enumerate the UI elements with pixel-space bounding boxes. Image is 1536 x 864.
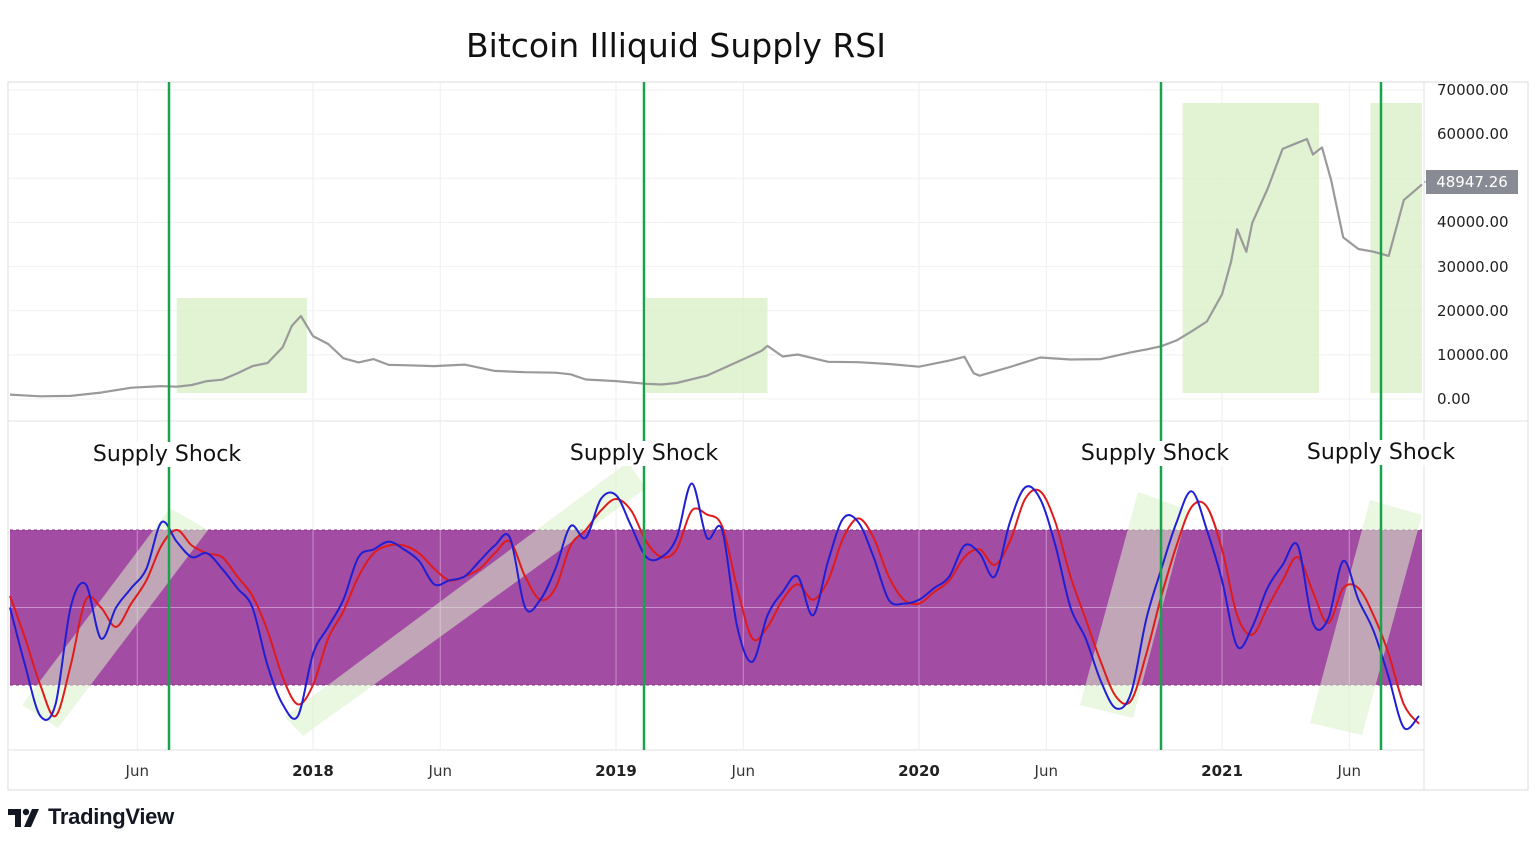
time-tick-label: 2019 bbox=[595, 762, 637, 780]
price-tick-label: 10000.00 bbox=[1437, 345, 1509, 364]
tradingview-logo[interactable]: TradingView bbox=[8, 803, 174, 831]
time-tick-label: 2018 bbox=[292, 762, 334, 780]
price-tick-label: 40000.00 bbox=[1437, 213, 1509, 232]
rsi-slow-line bbox=[9, 488, 1420, 725]
trend-highlight bbox=[1310, 500, 1422, 735]
time-tick-label: Jun bbox=[125, 762, 149, 780]
rsi-fast-line bbox=[9, 482, 1420, 731]
time-tick-label: Jun bbox=[1034, 762, 1058, 780]
time-tick-label: 2020 bbox=[898, 762, 940, 780]
supply-shock-label: Supply Shock bbox=[1304, 440, 1458, 465]
highlight-region bbox=[1370, 103, 1422, 393]
price-tick-label: 30000.00 bbox=[1437, 257, 1509, 276]
trend-highlight bbox=[285, 462, 646, 736]
supply-shock-label: Supply Shock bbox=[1078, 441, 1232, 466]
price-tick-label: 0.00 bbox=[1437, 390, 1471, 408]
price-tick-label: 60000.00 bbox=[1437, 125, 1509, 144]
chart-title: Bitcoin Illiquid Supply RSI bbox=[466, 26, 886, 65]
tradingview-icon bbox=[8, 808, 39, 827]
chart-frame bbox=[7, 81, 1529, 791]
current-price-tag: 48947.26 bbox=[1426, 170, 1518, 194]
time-tick-label: Jun bbox=[731, 762, 755, 780]
price-tick-label: 20000.00 bbox=[1437, 301, 1509, 320]
highlight-region bbox=[176, 298, 307, 393]
time-tick-label: Jun bbox=[1337, 762, 1361, 780]
highlight-region bbox=[1182, 103, 1319, 393]
supply-shock-label: Supply Shock bbox=[567, 441, 721, 466]
highlight-region bbox=[646, 298, 768, 393]
supply-shock-label: Supply Shock bbox=[90, 442, 244, 467]
time-tick-label: 2021 bbox=[1201, 762, 1243, 780]
time-tick-label: Jun bbox=[428, 762, 452, 780]
price-line bbox=[9, 137, 1423, 398]
brand-name: TradingView bbox=[48, 804, 174, 829]
price-tick-label: 70000.00 bbox=[1437, 81, 1509, 99]
